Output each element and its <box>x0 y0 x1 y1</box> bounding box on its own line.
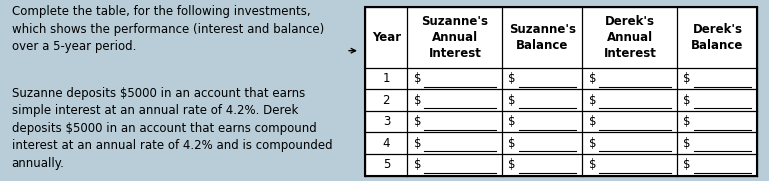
Text: $: $ <box>414 115 421 128</box>
Text: $: $ <box>508 115 516 128</box>
Text: Derek's
Balance: Derek's Balance <box>691 23 744 52</box>
Text: $: $ <box>588 158 596 171</box>
Text: $: $ <box>684 94 691 107</box>
Text: $: $ <box>588 137 596 150</box>
Text: $: $ <box>588 94 596 107</box>
Text: Suzanne deposits $5000 in an account that earns
simple interest at an annual rat: Suzanne deposits $5000 in an account tha… <box>12 87 332 170</box>
Text: $: $ <box>414 72 421 85</box>
Text: $: $ <box>414 94 421 107</box>
Text: $: $ <box>588 72 596 85</box>
Text: $: $ <box>414 158 421 171</box>
Text: $: $ <box>508 94 516 107</box>
Text: 1: 1 <box>383 72 390 85</box>
Text: $: $ <box>508 137 516 150</box>
Text: 4: 4 <box>383 137 390 150</box>
Text: $: $ <box>684 115 691 128</box>
Text: $: $ <box>508 72 516 85</box>
Text: Suzanne's
Annual
Interest: Suzanne's Annual Interest <box>421 15 488 60</box>
Text: $: $ <box>414 137 421 150</box>
Text: 5: 5 <box>383 158 390 171</box>
Text: Complete the table, for the following investments,
which shows the performance (: Complete the table, for the following in… <box>12 5 324 53</box>
Text: $: $ <box>684 72 691 85</box>
Text: 3: 3 <box>383 115 390 128</box>
Text: 2: 2 <box>383 94 390 107</box>
Text: Year: Year <box>371 31 401 44</box>
Text: Derek's
Annual
Interest: Derek's Annual Interest <box>604 15 656 60</box>
Text: $: $ <box>684 158 691 171</box>
Text: $: $ <box>508 158 516 171</box>
Text: $: $ <box>684 137 691 150</box>
Text: Suzanne's
Balance: Suzanne's Balance <box>509 23 576 52</box>
Text: $: $ <box>588 115 596 128</box>
Bar <box>365 7 757 176</box>
